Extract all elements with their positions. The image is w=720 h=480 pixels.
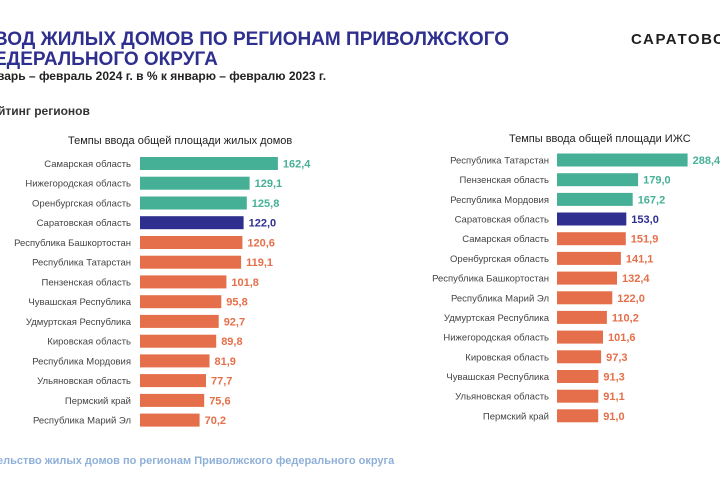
category-label: Пермский край — [65, 396, 131, 407]
page-title-line1: ВОД ЖИЛЫХ ДОМОВ ПО РЕГИОНАМ ПРИВОЛЖСКОГО — [0, 29, 510, 50]
category-label: Республика Башкортостан — [432, 274, 549, 285]
category-label: Кировская область — [47, 337, 131, 348]
section-label: йтинг регионов — [0, 104, 90, 118]
bar-1-2 — [557, 192, 633, 206]
value-label: 162,4 — [283, 159, 311, 171]
value-label: 119,1 — [246, 257, 273, 269]
category-label: Ульяновская область — [37, 376, 131, 387]
bar-1-9 — [557, 330, 603, 344]
bar-1-8 — [557, 310, 607, 324]
category-label: Удмуртская Республика — [26, 317, 132, 328]
value-label: 91,1 — [603, 391, 624, 403]
bar-1-6 — [557, 271, 617, 285]
value-label: 288,4 — [693, 155, 720, 167]
category-label: Пермский край — [483, 411, 549, 422]
bar-1-10 — [557, 350, 602, 364]
bar-0-10 — [140, 354, 210, 368]
category-label: Саратовская область — [37, 218, 131, 229]
bar-0-13 — [140, 413, 200, 427]
value-label: 110,2 — [612, 312, 639, 324]
category-label: Самарская область — [462, 234, 549, 245]
chart-title-housing: Темпы ввода общей площади жилых домов — [68, 135, 293, 147]
category-label: Пензенская область — [460, 175, 550, 186]
footer-link[interactable]: ельство жилых домов по регионам Приволжс… — [0, 455, 395, 467]
bar-0-0 — [140, 157, 278, 170]
bar-0-5 — [140, 255, 242, 269]
bar-1-5 — [557, 251, 621, 265]
category-label: Республика Татарстан — [450, 156, 549, 167]
value-label: 75,6 — [209, 395, 230, 407]
bar-0-9 — [140, 334, 217, 348]
page-subtitle: варь – февраль 2024 г. в % к январю – фе… — [0, 69, 327, 83]
value-label: 151,9 — [631, 234, 659, 246]
category-label: Республика Марий Эл — [451, 293, 549, 304]
category-label: Саратовская область — [455, 215, 549, 226]
value-label: 122,0 — [249, 218, 277, 230]
bar-0-6 — [140, 275, 227, 289]
category-label: Республика Мордовия — [32, 356, 131, 367]
bar-0-12 — [140, 393, 205, 407]
category-label: Ульяновская область — [455, 392, 549, 403]
value-label: 132,4 — [622, 273, 650, 285]
category-label: Самарская область — [44, 159, 131, 170]
value-label: 101,8 — [231, 277, 259, 289]
value-label: 77,7 — [211, 376, 232, 388]
value-label: 179,0 — [643, 175, 671, 187]
bar-0-3 — [140, 216, 244, 230]
value-label: 125,8 — [252, 198, 280, 210]
value-label: 101,6 — [608, 332, 636, 344]
bar-1-13 — [557, 409, 599, 423]
value-label: 70,2 — [205, 415, 226, 427]
category-label: Пензенская область — [42, 277, 132, 288]
category-label: Республика Татарстан — [32, 258, 131, 269]
category-label: Кировская область — [465, 352, 549, 363]
bar-1-12 — [557, 389, 599, 403]
page-title-line2: ЕДЕРАЛЬНОГО ОКРУГА — [0, 49, 218, 70]
chart-housing-area: Самарская область 162,4 Нижегородская обла… — [14, 157, 311, 427]
category-label: Нижегородская область — [25, 179, 131, 190]
bar-0-11 — [140, 374, 206, 388]
chart-izhs-area: Республика Татарстан 288,4 Пензенская обла… — [432, 153, 720, 423]
bar-1-11 — [557, 370, 599, 383]
brand-logo-text: САРАТОВС — [631, 31, 720, 48]
value-label: 141,1 — [626, 253, 654, 265]
category-label: Удмуртская Республика — [444, 313, 550, 324]
value-label: 153,0 — [631, 214, 659, 226]
bar-0-2 — [140, 196, 247, 210]
chart-title-izhs: Темпы ввода общей площади ИЖС — [509, 133, 691, 145]
bar-1-0 — [557, 153, 688, 167]
value-label: 97,3 — [606, 352, 627, 364]
category-label: Республика Марий Эл — [33, 416, 131, 427]
value-label: 122,0 — [617, 293, 645, 305]
category-label: Чувашская Республика — [446, 372, 549, 383]
category-label: Оренбургская область — [450, 254, 549, 265]
category-label: Чувашская Республика — [28, 297, 131, 308]
bar-1-3 — [557, 212, 627, 226]
bar-1-4 — [557, 232, 626, 246]
value-label: 91,0 — [603, 411, 624, 423]
category-label: Республика Мордовия — [450, 195, 549, 206]
value-label: 89,8 — [221, 336, 242, 348]
value-label: 91,3 — [603, 372, 624, 384]
value-label: 92,7 — [224, 316, 245, 328]
value-label: 120,6 — [247, 238, 275, 250]
page-title: ВОД ЖИЛЫХ ДОМОВ ПО РЕГИОНАМ ПРИВОЛЖСКОГО… — [0, 30, 509, 69]
bar-1-7 — [557, 291, 613, 305]
bar-0-8 — [140, 314, 219, 328]
value-label: 95,8 — [226, 297, 247, 309]
bar-0-4 — [140, 236, 243, 249]
bar-0-1 — [140, 176, 250, 190]
category-label: Республика Башкортостан — [14, 238, 131, 249]
category-label: Оренбургская область — [32, 199, 131, 210]
bar-1-1 — [557, 173, 639, 187]
category-label: Нижегородская область — [443, 333, 549, 344]
value-label: 81,9 — [215, 356, 236, 368]
value-label: 129,1 — [255, 178, 283, 190]
value-label: 167,2 — [638, 194, 666, 206]
bar-0-7 — [140, 295, 222, 309]
